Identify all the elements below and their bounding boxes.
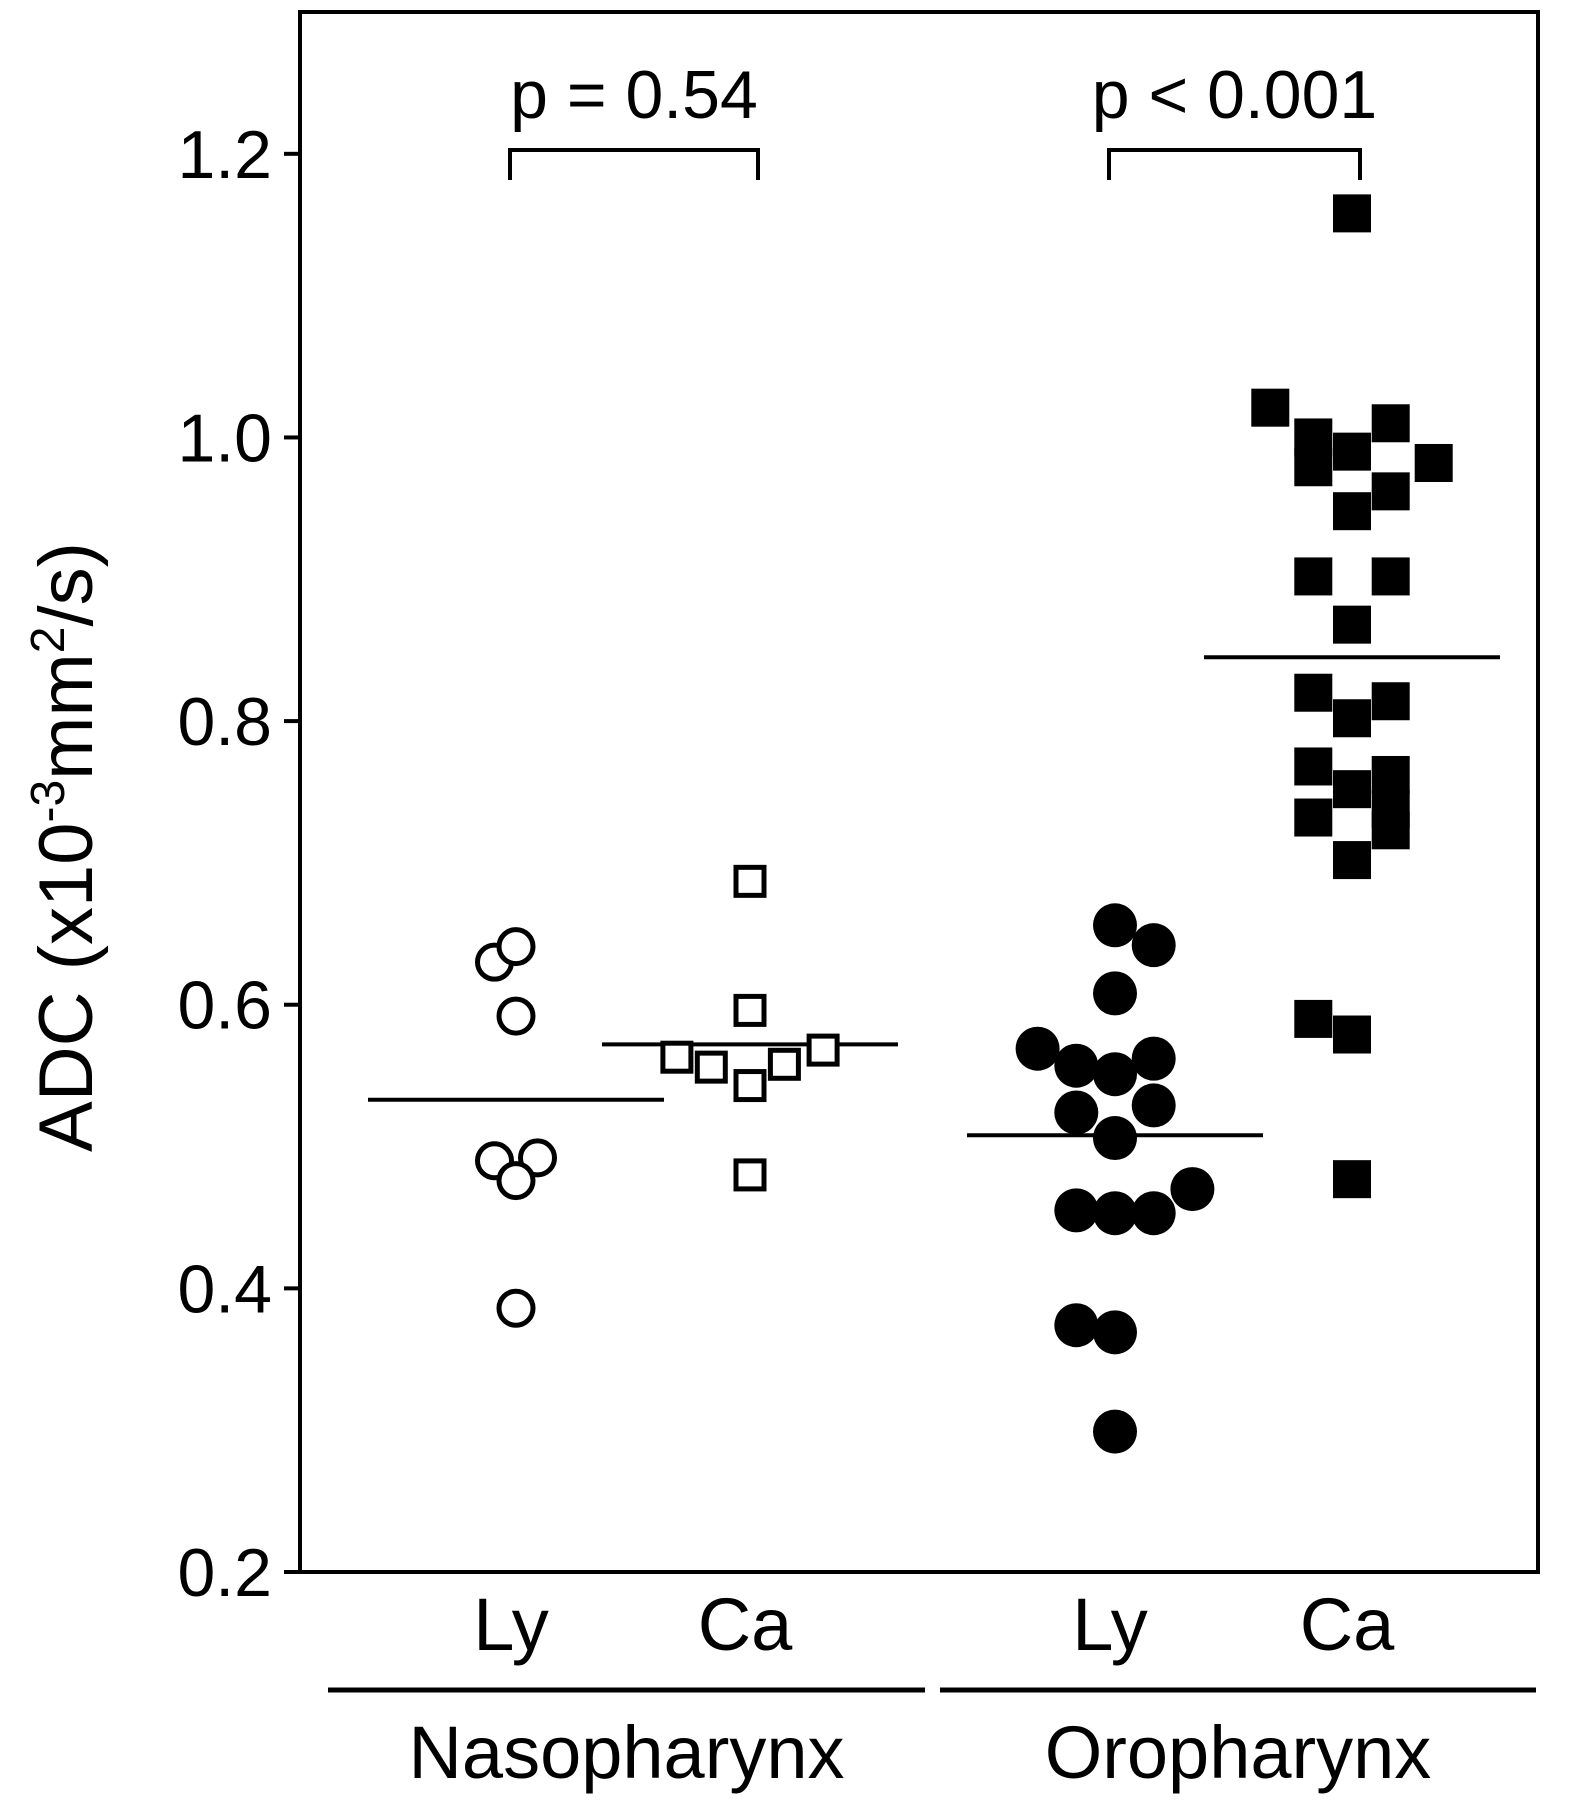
data-point-open-circle xyxy=(496,927,536,967)
data-point-filled-square xyxy=(1371,557,1410,596)
data-point-filled-square xyxy=(1333,492,1371,531)
data-point-filled-square xyxy=(1333,841,1371,880)
y-tick-label: 1.2 xyxy=(177,117,272,193)
data-point-filled-square xyxy=(1333,194,1371,233)
data-point-filled-circle xyxy=(1054,1188,1099,1233)
data-point-filled-square xyxy=(1371,404,1410,443)
x-category-label: Ly xyxy=(473,1583,548,1666)
plot-frame xyxy=(298,10,1540,1574)
data-point-filled-circle xyxy=(1093,1116,1137,1161)
data-point-filled-square xyxy=(1294,448,1333,487)
data-point-filled-circle xyxy=(1170,1167,1215,1212)
data-point-filled-circle xyxy=(1054,1090,1099,1135)
data-point-filled-circle xyxy=(1131,1191,1176,1236)
y-axis-label-exponent: -3 xyxy=(22,780,75,823)
data-point-open-square xyxy=(733,864,767,898)
y-axis-label-main: ADC (x10 xyxy=(24,823,109,1152)
data-point-open-square xyxy=(660,1040,694,1074)
y-tick-label: 0.2 xyxy=(177,1535,272,1611)
data-point-open-square xyxy=(733,1158,767,1192)
p-value-label: p < 0.001 xyxy=(1092,57,1377,133)
data-point-filled-square xyxy=(1333,770,1371,809)
data-point-open-square xyxy=(733,1069,767,1103)
data-point-filled-square xyxy=(1333,1015,1371,1054)
data-point-filled-circle xyxy=(1131,1083,1176,1128)
data-point-filled-square xyxy=(1294,747,1333,786)
significance-bracket xyxy=(1107,148,1362,180)
y-tick-label: 0.4 xyxy=(177,1251,272,1327)
y-tick-label: 1.0 xyxy=(177,400,272,476)
significance-bracket xyxy=(508,148,760,180)
data-point-filled-square xyxy=(1371,682,1410,721)
data-point-filled-square xyxy=(1251,388,1290,427)
data-point-filled-circle xyxy=(1131,1036,1176,1081)
data-point-open-square xyxy=(806,1033,840,1067)
data-point-filled-square xyxy=(1333,699,1371,738)
data-point-open-circle xyxy=(496,1161,536,1201)
data-point-filled-circle xyxy=(1131,923,1176,968)
y-axis-label-exponent-2: 2 xyxy=(22,627,75,654)
x-category-label: Ca xyxy=(1300,1583,1395,1666)
x-category-label: Ly xyxy=(1072,1583,1147,1666)
data-point-open-square xyxy=(767,1047,801,1081)
data-point-filled-square xyxy=(1333,605,1371,644)
data-point-filled-circle xyxy=(1093,1191,1137,1236)
data-point-filled-square xyxy=(1414,443,1453,482)
data-point-filled-square xyxy=(1333,432,1371,471)
data-point-open-circle xyxy=(496,996,536,1036)
data-point-filled-circle xyxy=(1054,1303,1099,1348)
data-point-filled-square xyxy=(1371,755,1410,794)
y-axis-label-end: /s) xyxy=(24,542,109,626)
x-group-label: Nasopharynx xyxy=(408,1711,844,1794)
data-point-filled-circle xyxy=(1093,903,1137,948)
data-point-filled-circle xyxy=(1093,1409,1137,1454)
data-point-filled-circle xyxy=(1093,1052,1137,1097)
x-category-label: Ca xyxy=(698,1583,793,1666)
x-group-label: Oropharynx xyxy=(1045,1711,1432,1794)
data-point-filled-square xyxy=(1294,999,1333,1038)
y-axis-label: ADC (x10-3mm2/s) xyxy=(22,542,109,1152)
data-point-open-square xyxy=(694,1050,728,1084)
data-point-filled-circle xyxy=(1093,971,1137,1016)
data-point-filled-circle xyxy=(1093,1310,1137,1355)
data-point-open-square xyxy=(733,993,767,1027)
y-tick-label: 0.6 xyxy=(177,968,272,1044)
data-point-filled-square xyxy=(1294,557,1333,596)
data-point-filled-circle xyxy=(1015,1026,1060,1071)
data-point-filled-square xyxy=(1294,798,1333,837)
data-point-filled-square xyxy=(1333,1160,1371,1199)
data-point-filled-square xyxy=(1371,811,1410,850)
data-point-filled-square xyxy=(1371,472,1410,511)
y-axis-label-unit: mm xyxy=(24,653,109,780)
data-point-filled-square xyxy=(1294,673,1333,712)
data-point-filled-circle xyxy=(1054,1043,1099,1088)
data-point-open-circle xyxy=(496,1288,536,1328)
p-value-label: p = 0.54 xyxy=(510,57,758,133)
y-tick-label: 0.8 xyxy=(177,684,272,760)
